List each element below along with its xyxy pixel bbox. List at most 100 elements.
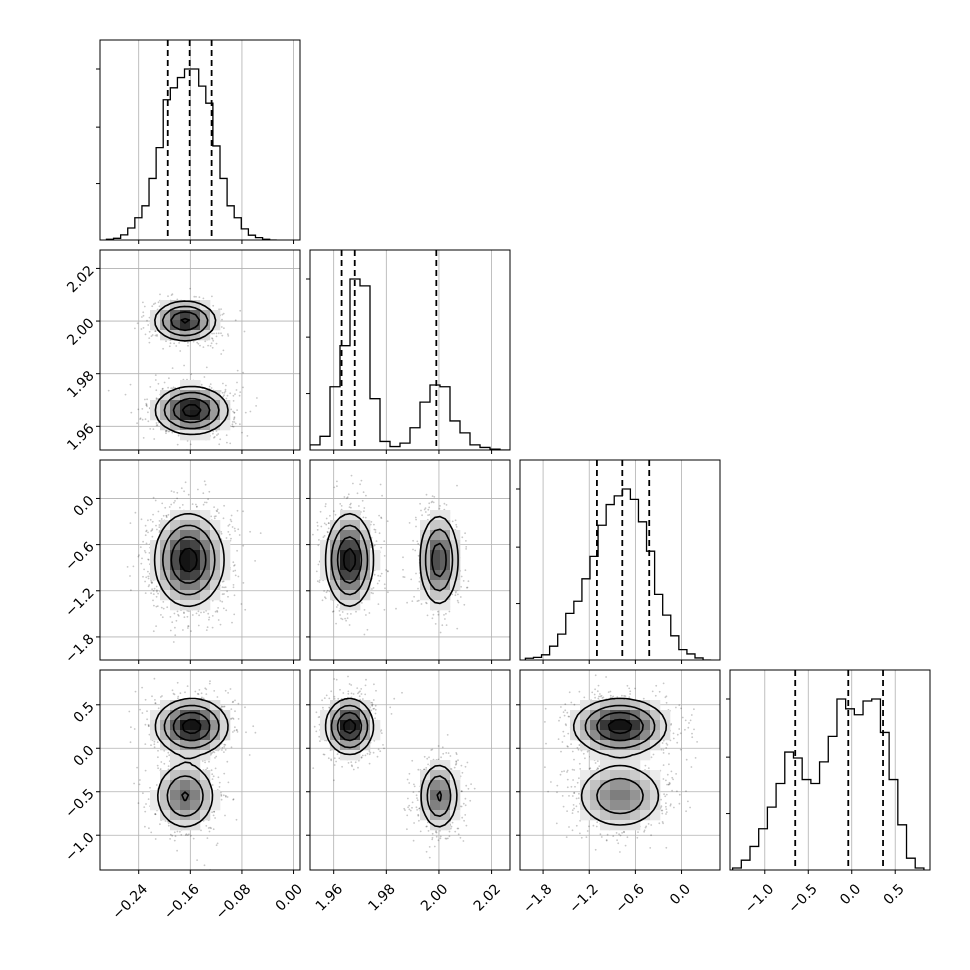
density-cell <box>340 590 351 601</box>
sample-point <box>431 500 434 503</box>
sample-point <box>183 612 185 615</box>
sample-point <box>148 584 151 586</box>
sample-point <box>212 430 215 433</box>
histogram-step <box>731 698 925 870</box>
density-cell <box>440 580 451 591</box>
sample-point <box>338 610 341 612</box>
sample-point <box>184 481 187 484</box>
sample-point <box>417 587 419 590</box>
sample-point <box>319 510 322 513</box>
sample-point <box>232 586 235 589</box>
sample-point <box>221 580 224 583</box>
sample-point <box>378 579 381 582</box>
hist-bar <box>741 860 750 870</box>
sample-point <box>326 531 329 533</box>
sample-point <box>204 340 207 343</box>
sample-point <box>154 379 157 381</box>
density-cell <box>200 590 211 601</box>
sample-point <box>245 731 247 734</box>
hist-bar <box>598 525 606 660</box>
sample-point <box>211 626 214 629</box>
sample-point <box>383 608 386 611</box>
sample-point <box>144 592 147 594</box>
hist-bar <box>400 443 410 450</box>
sample-point <box>148 330 151 333</box>
sample-point <box>139 417 142 420</box>
sample-point <box>335 606 338 608</box>
sample-point <box>355 610 357 613</box>
sample-point <box>379 483 382 486</box>
hist-bar <box>687 654 695 660</box>
sample-point <box>345 619 347 622</box>
sample-point <box>225 537 228 539</box>
sample-point <box>145 402 148 405</box>
sample-point <box>157 382 160 385</box>
sample-point <box>402 568 404 571</box>
sample-point <box>225 384 227 387</box>
sample-point <box>179 506 181 509</box>
sample-point <box>213 436 216 438</box>
sample-point <box>346 496 349 499</box>
sample-point <box>179 350 182 352</box>
density-cell <box>420 520 431 531</box>
density-cell <box>200 410 211 421</box>
sample-point <box>159 696 162 698</box>
density-cell <box>330 530 341 541</box>
density-cell <box>160 550 171 561</box>
hist-bar <box>410 428 420 450</box>
sample-point <box>236 369 239 372</box>
sample-point <box>333 510 335 513</box>
sample-point <box>240 603 243 605</box>
sample-point <box>155 398 158 401</box>
sample-point <box>378 532 381 535</box>
sample-point <box>156 308 159 311</box>
sample-point <box>223 504 226 507</box>
hist-bar <box>128 228 135 240</box>
sample-point <box>387 570 389 573</box>
sample-point <box>152 593 155 595</box>
hist-bar <box>776 784 785 870</box>
sample-point <box>220 353 223 355</box>
sample-point <box>365 614 367 616</box>
sample-point <box>223 327 225 330</box>
density-cell <box>190 390 201 401</box>
hist-bar <box>671 636 679 660</box>
sample-point <box>183 364 186 367</box>
sample-point <box>445 624 448 626</box>
hist-bar <box>558 634 566 660</box>
sample-point <box>197 342 200 345</box>
sample-point <box>236 409 239 411</box>
sample-point <box>159 293 161 296</box>
sample-point <box>134 511 137 514</box>
sample-point <box>380 517 383 520</box>
density-cell <box>200 570 211 581</box>
sample-point <box>221 391 224 394</box>
sample-point <box>156 334 158 336</box>
sample-point <box>236 381 238 384</box>
sample-point <box>147 585 150 588</box>
sample-point <box>146 405 148 408</box>
sample-point <box>195 612 198 615</box>
sample-point <box>142 314 145 317</box>
density-cell <box>220 420 231 431</box>
sample-point <box>408 522 411 524</box>
density-cell <box>200 400 211 411</box>
sample-point <box>222 580 225 583</box>
sample-point <box>465 540 467 542</box>
sample-point <box>147 725 150 728</box>
sample-point <box>234 569 237 572</box>
hist-bar <box>854 715 863 870</box>
sample-point <box>415 572 417 575</box>
sample-point <box>213 751 216 754</box>
hist-bar <box>898 825 907 870</box>
sample-point <box>171 621 174 624</box>
density-cell <box>170 530 181 541</box>
hist-bar <box>566 613 574 660</box>
sample-point <box>191 614 194 616</box>
joint-panel-2-0 <box>100 460 300 660</box>
joint-panel-3-0 <box>100 670 300 870</box>
contour-line <box>180 317 202 417</box>
sample-point <box>156 589 158 592</box>
sample-point <box>153 743 156 746</box>
density-cell <box>190 590 201 601</box>
